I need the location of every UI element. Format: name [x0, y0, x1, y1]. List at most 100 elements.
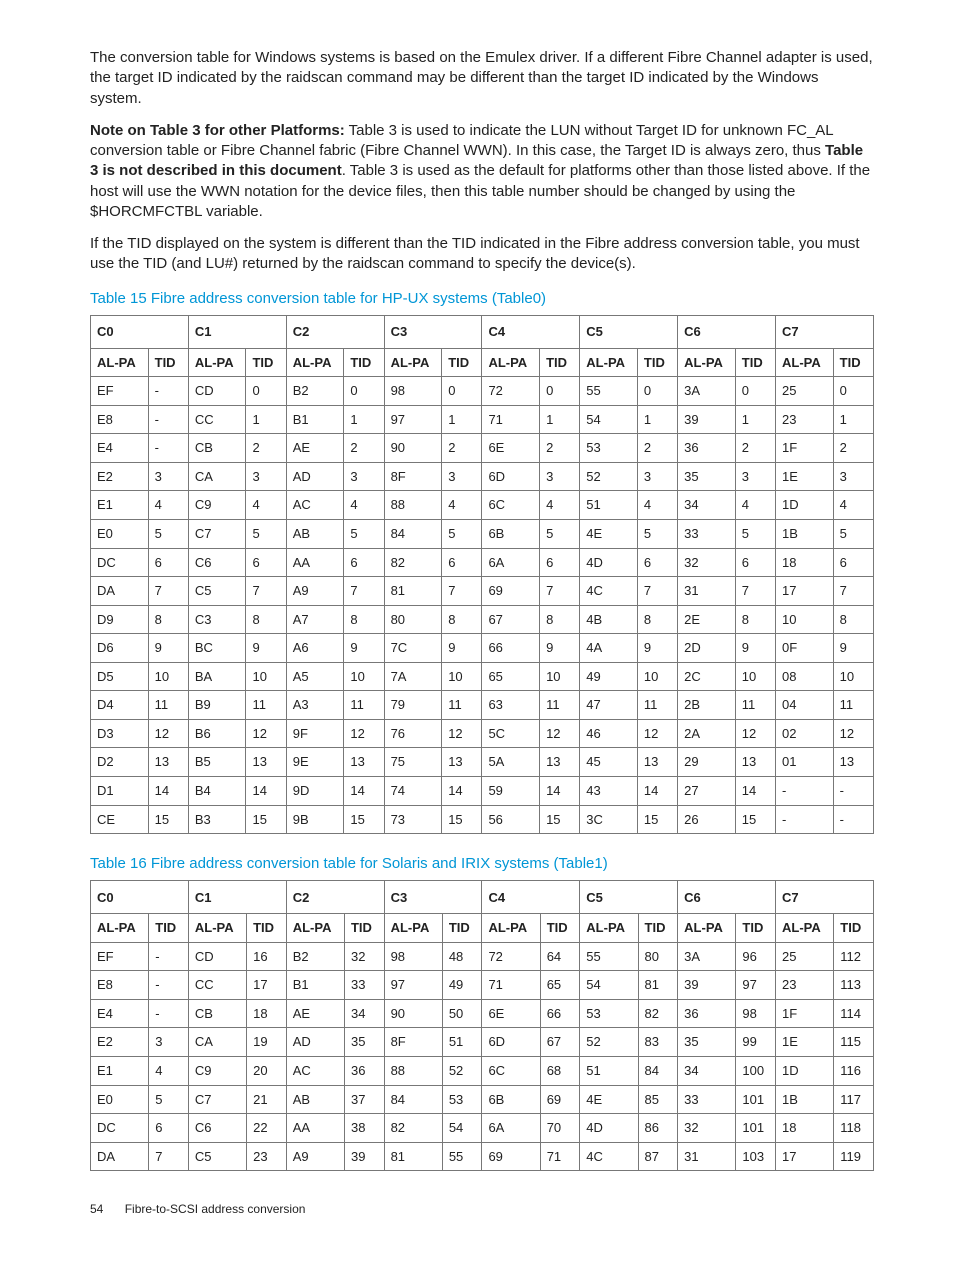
table-cell: 10 [735, 662, 775, 691]
table-cell: 114 [834, 999, 874, 1028]
table-cell: 2 [735, 434, 775, 463]
table-cell: 31 [678, 577, 736, 606]
table-row: D98C38A788086784B82E8108 [91, 605, 874, 634]
table-cell: 73 [384, 805, 442, 834]
table-cell: 45 [580, 748, 638, 777]
table-cell: 86 [638, 1114, 678, 1143]
table-cell: 75 [384, 748, 442, 777]
table-cell: 2 [442, 434, 482, 463]
table-cell: 12 [344, 719, 384, 748]
table-subheader: TID [247, 914, 287, 943]
table-cell: 53 [580, 434, 638, 463]
table-cell: 6E [482, 434, 540, 463]
table-cell: 2 [246, 434, 286, 463]
table-cell: 3 [540, 462, 580, 491]
table-cell: 3C [580, 805, 638, 834]
table-cell: C6 [188, 548, 246, 577]
table-cell: A7 [286, 605, 344, 634]
table-subheader: TID [540, 914, 580, 943]
table-header-group: C0 [91, 881, 189, 914]
table-cell: 9 [344, 634, 384, 663]
table-cell: 8 [246, 605, 286, 634]
table-cell: 101 [736, 1085, 776, 1114]
table-cell: D3 [91, 719, 149, 748]
table-cell: 10 [776, 605, 834, 634]
table-subheader: TID [637, 348, 677, 377]
table-cell: 96 [736, 942, 776, 971]
table-cell: BA [188, 662, 246, 691]
table-cell: 6A [482, 1114, 540, 1143]
table-subheader: AL-PA [678, 348, 736, 377]
table-cell: 9B [286, 805, 344, 834]
table-cell: DC [91, 548, 149, 577]
table-cell: - [833, 805, 873, 834]
table-row: D69BC9A697C96694A92D90F9 [91, 634, 874, 663]
table-row: E14C920AC3688526C685184341001D116 [91, 1057, 874, 1086]
table-subheader: AL-PA [286, 914, 344, 943]
table-cell: E8 [91, 405, 149, 434]
table-header-group: C7 [776, 315, 874, 348]
table-cell: - [776, 805, 834, 834]
table-header-group: C3 [384, 881, 482, 914]
table-cell: AC [286, 491, 344, 520]
table-subheader: TID [638, 914, 678, 943]
table-cell: 18 [776, 548, 834, 577]
table-header-group: C0 [91, 315, 189, 348]
table-cell: 35 [678, 1028, 736, 1057]
table-cell: 14 [442, 776, 482, 805]
table-subheader: AL-PA [286, 348, 344, 377]
table-cell: 5 [246, 520, 286, 549]
table-cell: 12 [540, 719, 580, 748]
table-cell: 8 [833, 605, 873, 634]
table-cell: 55 [580, 377, 638, 406]
table-cell: 6D [482, 462, 540, 491]
table-cell: 52 [580, 1028, 638, 1057]
table-cell: 10 [637, 662, 677, 691]
table-row: E4-CB2AE29026E25323621F2 [91, 434, 874, 463]
table-cell: 2C [678, 662, 736, 691]
table-cell: 66 [540, 999, 580, 1028]
table-cell: AB [286, 520, 344, 549]
table-cell: 13 [344, 748, 384, 777]
table-cell: EF [91, 377, 149, 406]
table-cell: 0 [344, 377, 384, 406]
table-cell: 3 [149, 1028, 189, 1057]
table-cell: 46 [580, 719, 638, 748]
table-cell: 1 [540, 405, 580, 434]
table-cell: 6 [540, 548, 580, 577]
table-cell: 15 [735, 805, 775, 834]
table-cell: 4A [580, 634, 638, 663]
table-cell: 4E [580, 1085, 638, 1114]
table-cell: 101 [736, 1114, 776, 1143]
footer-section: Fibre-to-SCSI address conversion [125, 1202, 306, 1216]
table-cell: 82 [384, 1114, 442, 1143]
table-cell: 15 [540, 805, 580, 834]
table-cell: 1F [776, 999, 834, 1028]
table-cell: 5 [735, 520, 775, 549]
table-cell: 2A [678, 719, 736, 748]
table-cell: 9 [735, 634, 775, 663]
table-subheader: AL-PA [580, 914, 638, 943]
table-cell: A6 [286, 634, 344, 663]
table-cell: CA [188, 462, 246, 491]
table-cell: 12 [442, 719, 482, 748]
table-subheader: TID [736, 914, 776, 943]
table-cell: 3 [637, 462, 677, 491]
table-cell: AD [286, 462, 344, 491]
table-cell: 1E [776, 462, 834, 491]
table-cell: 7 [442, 577, 482, 606]
table-cell: 4 [540, 491, 580, 520]
table-cell: 79 [384, 691, 442, 720]
table-cell: 5A [482, 748, 540, 777]
table-cell: 69 [482, 1142, 540, 1171]
table-subheader: TID [833, 348, 873, 377]
table-cell: 34 [678, 1057, 736, 1086]
table-cell: - [148, 377, 188, 406]
table-cell: 27 [678, 776, 736, 805]
table-cell: 49 [580, 662, 638, 691]
table-cell: 90 [384, 434, 442, 463]
table-cell: 8 [735, 605, 775, 634]
table-cell: 52 [442, 1057, 482, 1086]
table-subheader: AL-PA [384, 348, 442, 377]
table-cell: 54 [580, 405, 638, 434]
